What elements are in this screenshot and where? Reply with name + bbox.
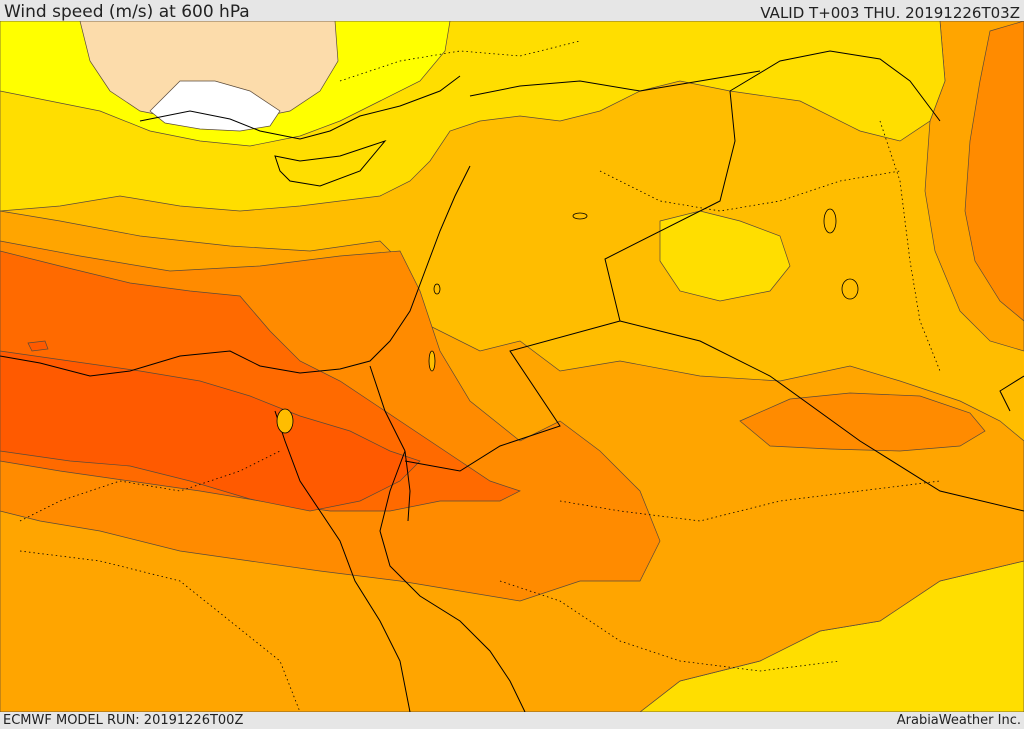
lake-dead-sea <box>428 350 436 372</box>
valid-time: VALID T+003 THU. 20191226T03Z <box>760 4 1020 22</box>
internal-borders <box>19 40 941 712</box>
calm-area <box>149 80 281 132</box>
model-run: ECMWF MODEL RUN: 20191226T00Z <box>3 713 244 728</box>
lake-small-2 <box>823 208 837 234</box>
coastline-red-sea-west <box>274 410 411 712</box>
border-syria-north <box>469 70 761 97</box>
lake-tiberias <box>433 283 441 295</box>
wind-speed-map <box>0 21 1024 712</box>
band-red-orange-core <box>0 350 421 512</box>
lake-small-1 <box>572 212 588 220</box>
band-orange-dark-northeast <box>964 21 1024 322</box>
band-red-orange-small <box>27 340 49 352</box>
island-bahrain <box>841 278 859 300</box>
header-bar: Wind speed (m/s) at 600 hPa VALID T+003 … <box>0 0 1024 21</box>
dotted-border-saudi-central <box>559 480 941 522</box>
water-bodies <box>276 208 859 434</box>
dotted-border-egypt <box>19 450 281 522</box>
coastline-gulf-of-aqaba <box>404 450 411 522</box>
dotted-border-syria-iraq <box>599 170 901 212</box>
coastline-red-sea-east <box>379 450 526 712</box>
credit: ArabiaWeather Inc. <box>896 713 1021 728</box>
footer-bar: ECMWF MODEL RUN: 20191226T00Z ArabiaWeat… <box>0 712 1024 729</box>
coastline-mediterranean-south <box>0 165 471 377</box>
map-title: Wind speed (m/s) at 600 hPa <box>4 2 250 22</box>
coastlines <box>0 50 1024 712</box>
coastline-turkey-south <box>139 75 461 140</box>
coastline-persian-gulf <box>999 375 1024 412</box>
coastline-cyprus <box>274 139 387 187</box>
weather-map <box>0 21 1024 712</box>
lake-gulf-suez <box>276 408 294 434</box>
band-orange-east-lobe <box>739 392 986 452</box>
dotted-border-saudi-south <box>499 580 841 672</box>
band-yellow-lobe <box>659 210 791 302</box>
border-saudi-jordan <box>404 90 736 472</box>
border-iraq-iran <box>729 50 941 122</box>
border-sinai <box>369 365 406 452</box>
border-saudi-iraq <box>619 320 1024 512</box>
